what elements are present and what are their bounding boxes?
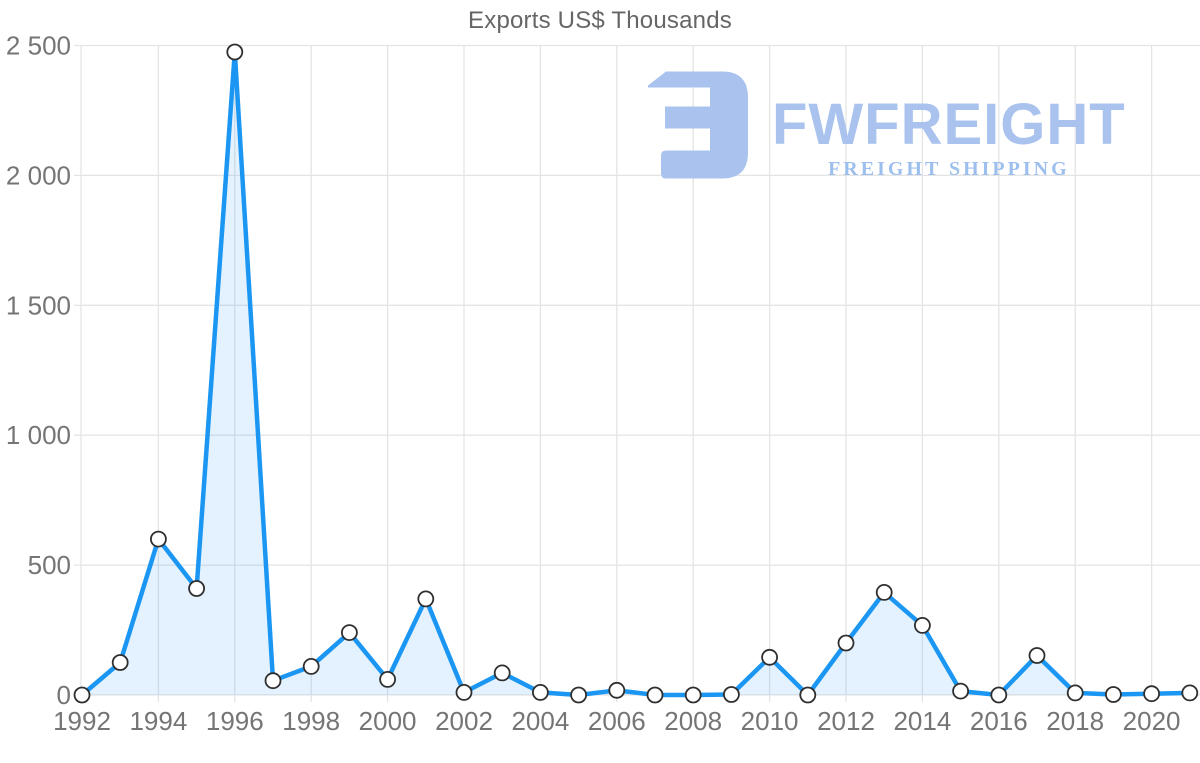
series-area-fill — [82, 52, 1190, 695]
data-point-1993[interactable]: 1993: 125 — [111, 654, 129, 671]
data-point-2013[interactable]: 2013: 395 — [875, 584, 893, 601]
x-axis-label: 2014 — [893, 706, 951, 736]
series-line — [79, 49, 1193, 698]
x-axis-label: 1996 — [206, 706, 264, 736]
x-axis-label: 2000 — [359, 706, 417, 736]
data-point-2006[interactable]: 2006: 18 — [608, 681, 626, 699]
x-axis-label: 2012 — [817, 706, 875, 736]
data-point-2021[interactable]: 2021: 8 — [1181, 684, 1199, 702]
data-point-2007[interactable]: 2007: 0 — [646, 686, 664, 704]
data-point-2008[interactable]: 2008: 0 — [684, 686, 702, 704]
y-axis-label: 2 500 — [6, 31, 71, 61]
data-point-1992[interactable]: 1992: 0 — [73, 686, 91, 704]
data-point-2020[interactable]: 2020: 5 — [1143, 685, 1160, 703]
x-axis-label: 2002 — [435, 706, 493, 736]
x-axis-label: 2004 — [511, 706, 569, 736]
data-point-2019[interactable]: 2019: 2 — [1105, 686, 1122, 703]
x-axis-label: 2008 — [664, 706, 722, 736]
y-axis-label: 500 — [28, 550, 71, 580]
data-point-2018[interactable]: 2018: 8 — [1066, 684, 1084, 702]
data-point-2001[interactable]: 2001: 370 — [417, 590, 435, 608]
y-axis-label: 1 000 — [6, 420, 71, 450]
data-point-2014[interactable]: 2014: 268 — [914, 617, 931, 634]
data-point-2012[interactable]: 2012: 200 — [837, 634, 855, 652]
data-point-1999[interactable]: 1999: 240 — [340, 624, 358, 641]
data-point-2011[interactable]: 2011: 0 — [799, 686, 817, 704]
x-axis-label: 2006 — [588, 706, 646, 736]
data-point-1994[interactable]: 1994: 600 — [149, 530, 167, 548]
data-point-2010[interactable]: 2010: 145 — [761, 648, 778, 666]
data-point-2004[interactable]: 2004: 10 — [532, 684, 549, 701]
y-axis-label: 0 — [57, 680, 71, 710]
data-point-2017[interactable]: 2017: 152 — [1028, 647, 1046, 664]
data-point-2005[interactable]: 2005: 0 — [570, 686, 587, 704]
data-point-2015[interactable]: 2015: 15 — [952, 682, 969, 700]
x-axis-label: 1994 — [129, 706, 187, 736]
chart-title: Exports US$ Thousands — [468, 7, 732, 34]
x-axis-label: 1998 — [282, 706, 340, 736]
data-point-2003[interactable]: 2003: 85 — [493, 664, 511, 682]
data-point-2009[interactable]: 2009: 2 — [723, 686, 740, 703]
x-axis-label: 2020 — [1123, 706, 1181, 736]
x-axis-label: 1992 — [53, 706, 111, 736]
y-axis-label: 2 000 — [6, 160, 71, 190]
data-point-1998[interactable]: 1998: 110 — [302, 658, 320, 675]
data-point-1997[interactable]: 1997: 55 — [264, 672, 282, 690]
x-axis-label: 2010 — [741, 706, 799, 736]
y-axis-label: 1 500 — [6, 290, 71, 320]
data-point-2002[interactable]: 2002: 10 — [455, 684, 473, 701]
x-axis-label: 2016 — [970, 706, 1028, 736]
data-point-1996[interactable]: 1996: 2475 — [226, 43, 244, 61]
data-point-1995[interactable]: 1995: 410 — [188, 580, 206, 597]
data-point-2016[interactable]: 2016: 0 — [990, 686, 1008, 704]
data-point-2000[interactable]: 2000: 60 — [379, 671, 397, 688]
x-axis-label: 2018 — [1046, 706, 1104, 736]
